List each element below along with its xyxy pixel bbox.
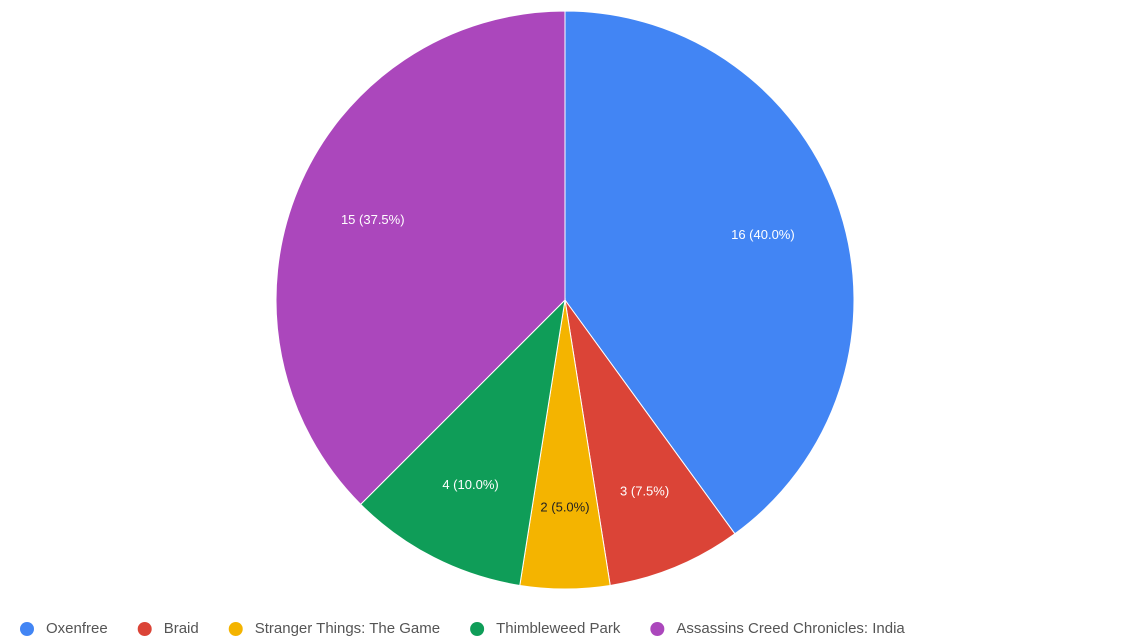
pie-slice-labels: 16 (40.0%) 3 (7.5%) 2 (5.0%) 4 (10.0%) 15 (3… xyxy=(341,212,795,515)
pie-slice-thimbleweed-park[interactable] xyxy=(359,298,566,587)
slice-label-assassins-creed-chronicles-india: 15 (37.5%) xyxy=(341,212,405,227)
slice-label-braid: 3 (7.5%) xyxy=(620,484,669,499)
pie-slice-assassins-creed-chronicles-india[interactable] xyxy=(275,10,566,506)
legend-item-oxenfree[interactable]: Oxenfree xyxy=(20,620,108,637)
legend-swatch-oxenfree xyxy=(20,622,34,636)
pie-slice-oxenfree[interactable] xyxy=(564,10,855,535)
legend-item-thimbleweed-park[interactable]: Thimbleweed Park xyxy=(470,620,621,637)
legend-item-braid[interactable]: Braid xyxy=(137,620,199,637)
slice-label-thimbleweed-park: 4 (10.0%) xyxy=(442,477,498,492)
legend-label-assassins-creed-chronicles-india: Assassins Creed Chronicles: India xyxy=(676,620,905,637)
legend-swatch-thimbleweed-park xyxy=(470,622,485,636)
legend: Oxenfree Braid Stranger Things: The Game Th… xyxy=(20,620,905,637)
slice-label-stranger-things-the-game: 2 (5.0%) xyxy=(540,500,589,515)
legend-label-oxenfree: Oxenfree xyxy=(46,620,108,637)
legend-swatch-stranger-things-the-game xyxy=(228,622,243,636)
pie-slice-braid[interactable] xyxy=(564,299,736,587)
legend-label-stranger-things-the-game: Stranger Things: The Game xyxy=(255,620,440,637)
pie-slices xyxy=(275,10,855,590)
legend-swatch-braid xyxy=(137,622,152,636)
legend-label-thimbleweed-park: Thimbleweed Park xyxy=(496,620,621,637)
legend-swatch-assassins-creed-chronicles-india xyxy=(650,622,665,636)
legend-item-stranger-things-the-game[interactable]: Stranger Things: The Game xyxy=(228,620,440,637)
legend-label-braid: Braid xyxy=(164,620,199,637)
legend-item-assassins-creed-chronicles-india[interactable]: Assassins Creed Chronicles: India xyxy=(650,620,905,637)
slice-label-oxenfree: 16 (40.0%) xyxy=(731,227,795,242)
